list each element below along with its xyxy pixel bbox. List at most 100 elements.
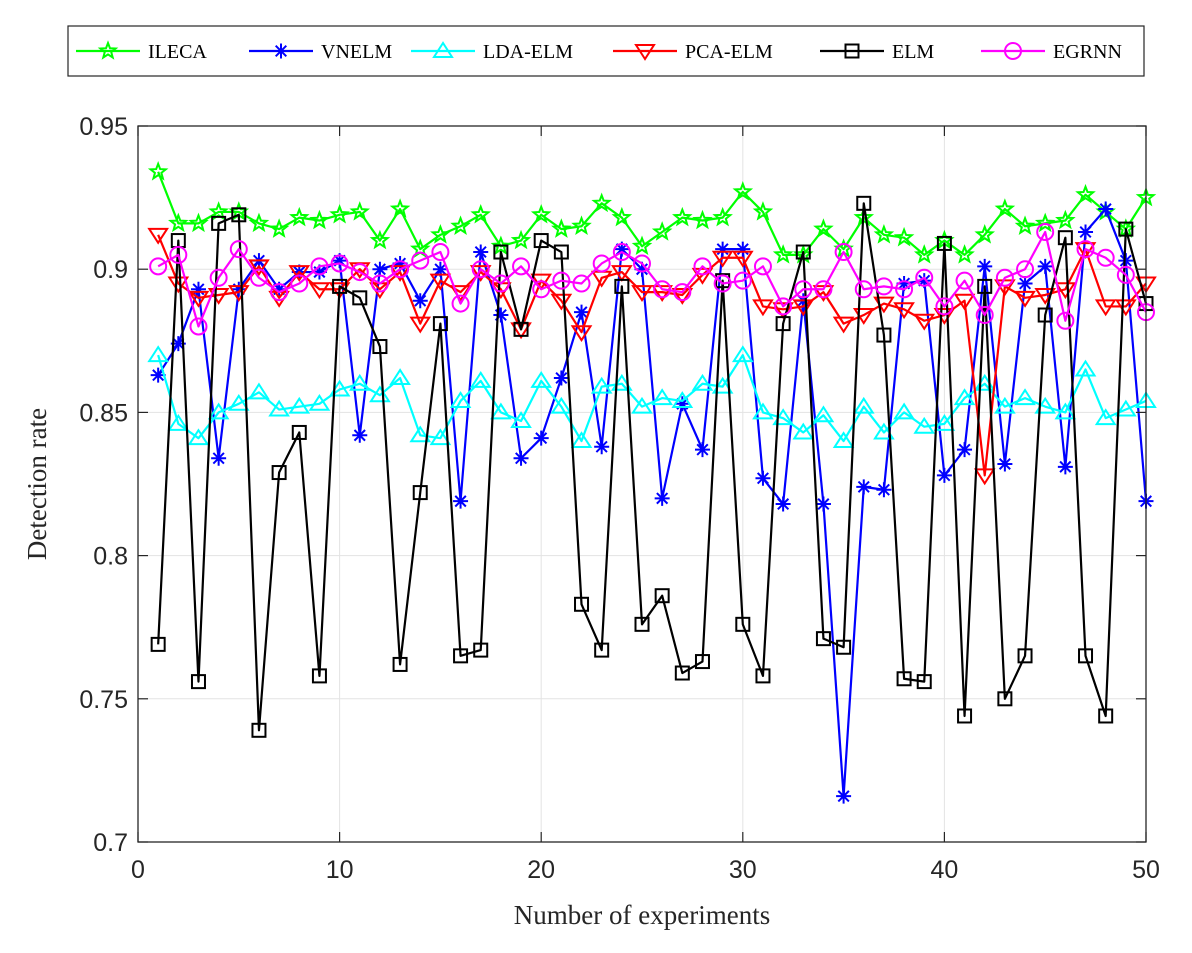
data-point-pca-elm <box>711 250 734 268</box>
data-point-elm <box>574 596 590 612</box>
data-point-elm <box>291 424 307 440</box>
axes-box <box>137 125 1147 843</box>
data-point-elm <box>1098 708 1114 724</box>
series-pca-elm <box>147 227 1157 486</box>
data-point-vnelm <box>574 304 590 320</box>
data-point-elm <box>1037 307 1053 323</box>
data-point-lda-elm <box>369 385 391 403</box>
data-point-ileca <box>873 224 895 244</box>
data-point-vnelm <box>392 255 408 271</box>
data-point-egrnn <box>633 254 651 273</box>
data-point-ileca <box>893 226 915 247</box>
ticks: 0 10 20 30 40 50 0.7 0.75 0.8 0.85 0.9 0.95 <box>79 113 1160 884</box>
data-point-lda-elm <box>429 428 452 446</box>
data-point-egrnn <box>471 260 490 279</box>
data-point-vnelm <box>311 264 327 280</box>
data-point-pca-elm <box>651 285 673 302</box>
data-point-egrnn <box>532 280 551 299</box>
data-point-elm <box>755 668 771 684</box>
data-point-ileca <box>1075 183 1096 204</box>
data-point-lda-elm <box>1115 399 1137 417</box>
x-tick-label: 0 <box>131 856 145 884</box>
data-point-elm <box>231 207 247 223</box>
data-point-pca-elm <box>167 276 190 294</box>
data-point-elm <box>856 195 872 211</box>
data-point-lda-elm <box>288 396 311 414</box>
data-point-elm <box>1057 230 1073 246</box>
data-point-vnelm <box>896 276 912 292</box>
data-point-lda-elm <box>449 391 472 408</box>
data-point-egrnn <box>149 257 168 276</box>
data-point-ileca <box>1034 212 1056 233</box>
data-point-egrnn <box>673 283 692 302</box>
data-point-vnelm <box>473 244 489 260</box>
data-point-ileca <box>913 244 935 264</box>
data-point-lda-elm <box>631 396 653 414</box>
data-point-egrnn <box>270 283 289 302</box>
data-point-egrnn <box>955 271 974 290</box>
data-point-lda-elm <box>873 422 895 440</box>
data-point-ileca <box>651 221 673 241</box>
data-point-egrnn <box>975 306 994 325</box>
data-point-ileca <box>188 212 209 233</box>
data-point-elm <box>553 244 569 260</box>
data-point-elm <box>473 642 489 658</box>
data-point-vnelm <box>332 253 348 269</box>
data-point-vnelm <box>432 261 448 277</box>
data-point-elm <box>674 665 690 681</box>
data-point-egrnn <box>612 243 631 262</box>
data-point-ileca <box>1014 215 1036 235</box>
data-point-pca-elm <box>147 227 169 245</box>
data-point-pca-elm <box>893 302 915 320</box>
data-point-vnelm <box>836 788 852 804</box>
data-point-lda-elm <box>469 371 492 388</box>
data-point-elm <box>614 278 630 294</box>
data-point-lda-elm <box>1014 388 1036 406</box>
data-point-vnelm <box>694 442 710 458</box>
legend-marker-elm <box>844 43 860 59</box>
data-point-egrnn <box>874 277 893 296</box>
y-tick-label: 0.8 <box>93 543 128 571</box>
data-point-lda-elm <box>671 391 694 408</box>
data-point-ileca <box>772 244 794 264</box>
y-tick-label: 0.9 <box>93 256 128 284</box>
data-point-elm <box>332 278 348 294</box>
series-line-vnelm <box>157 207 1148 798</box>
data-point-vnelm <box>453 493 469 509</box>
data-point-vnelm <box>150 367 166 383</box>
data-point-elm <box>493 244 509 260</box>
data-point-egrnn <box>713 274 732 293</box>
data-point-elm <box>775 316 791 332</box>
data-point-egrnn <box>1036 222 1055 241</box>
series-line-pca-elm <box>157 234 1147 477</box>
data-point-pca-elm <box>288 265 311 282</box>
data-point-lda-elm <box>1054 402 1077 420</box>
y-tick-label: 0.7 <box>93 829 128 857</box>
data-point-ileca <box>692 209 713 230</box>
data-point-lda-elm <box>530 371 553 388</box>
data-point-vnelm <box>916 273 932 289</box>
data-point-lda-elm <box>227 393 250 411</box>
data-point-ileca <box>571 215 592 235</box>
x-axis-title: Number of experiments <box>514 900 770 930</box>
data-point-pca-elm <box>953 293 976 311</box>
data-point-vnelm <box>1037 258 1053 274</box>
data-point-vnelm <box>1098 201 1114 217</box>
data-point-pca-elm <box>1014 290 1036 308</box>
data-point-pca-elm <box>227 285 250 302</box>
data-point-egrnn <box>290 274 309 293</box>
data-point-vnelm <box>1057 459 1073 475</box>
data-point-vnelm <box>1118 253 1134 269</box>
data-point-vnelm <box>553 370 569 386</box>
series-line-elm <box>157 202 1148 732</box>
data-point-egrnn <box>512 257 531 276</box>
series-egrnn <box>149 222 1155 336</box>
data-point-egrnn <box>653 280 672 299</box>
data-point-elm <box>815 631 831 647</box>
data-point-egrnn <box>774 297 793 316</box>
legend-entry-egrnn: EGRNN <box>981 41 1122 63</box>
data-point-pca-elm <box>933 308 956 325</box>
legend-label-pca-elm: PCA-ELM <box>685 41 773 63</box>
data-point-elm <box>735 616 751 632</box>
data-point-elm <box>412 485 428 501</box>
